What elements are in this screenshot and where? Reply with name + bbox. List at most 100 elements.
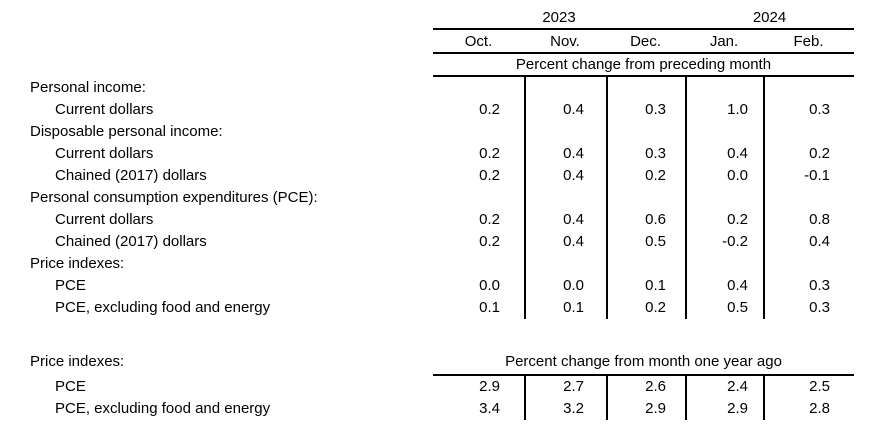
data-cell: 0.2 (763, 143, 854, 165)
row-label: Price indexes: (30, 255, 125, 272)
data-cell: 0.1 (524, 297, 606, 319)
data-cell (433, 77, 524, 99)
table-row: PCE 2.9 2.7 2.6 2.4 2.5 (0, 376, 892, 398)
section-gap (0, 319, 892, 349)
month-header-row: Oct. Nov. Dec. Jan. Feb. (0, 30, 892, 54)
table-row: Price indexes: (0, 253, 892, 275)
data-cell: 0.2 (685, 209, 763, 231)
data-cell (433, 121, 524, 143)
data-cell: 0.3 (763, 99, 854, 121)
data-cell: 3.2 (524, 398, 606, 420)
table-row: Personal consumption expenditures (PCE): (0, 187, 892, 209)
row-label: Current dollars (55, 211, 154, 228)
data-cell: 0.3 (606, 143, 685, 165)
data-cell: 2.6 (606, 376, 685, 398)
row-label: PCE (55, 277, 86, 294)
data-cell (524, 77, 606, 99)
row-label: Price indexes: (30, 353, 125, 370)
row-label: PCE (55, 378, 86, 395)
row-label: Personal income: (30, 79, 146, 96)
data-cell: 0.6 (606, 209, 685, 231)
table-row: Current dollars 0.2 0.4 0.3 0.4 0.2 (0, 143, 892, 165)
data-cell: 0.2 (479, 233, 500, 250)
section2-unit-banner: Percent change from month one year ago (433, 349, 854, 376)
data-cell: 2.5 (763, 376, 854, 398)
data-cell: 0.1 (606, 275, 685, 297)
data-cell: 0.2 (479, 145, 500, 162)
data-cell (763, 253, 854, 275)
year-2023-label: 2023 (542, 8, 576, 26)
section1-banner-row: Percent change from preceding month (0, 54, 892, 77)
data-cell (524, 187, 606, 209)
data-cell: 2.7 (524, 376, 606, 398)
month-col-header: Dec. (630, 32, 661, 50)
row-label: PCE, excluding food and energy (55, 400, 271, 417)
data-cell: 0.4 (763, 231, 854, 253)
data-cell: 0.2 (479, 211, 500, 228)
year-header-area: 2023 2024 (433, 6, 854, 30)
data-cell (606, 121, 685, 143)
table-row: PCE 0.0 0.0 0.1 0.4 0.3 (0, 275, 892, 297)
month-col-header: Jan. (709, 32, 739, 50)
data-cell: 0.4 (685, 143, 763, 165)
data-cell: 0.3 (763, 275, 854, 297)
data-cell: 0.3 (606, 99, 685, 121)
row-label: Disposable personal income: (30, 123, 223, 140)
data-cell: 0.5 (685, 297, 763, 319)
data-cell (763, 121, 854, 143)
year-2024-label: 2024 (752, 8, 787, 26)
data-cell (524, 253, 606, 275)
data-cell (763, 77, 854, 99)
data-cell: 0.4 (524, 231, 606, 253)
data-cell: 0.2 (479, 101, 500, 118)
data-cell: 2.9 (606, 398, 685, 420)
table-row: Personal income: (0, 77, 892, 99)
month-col-header: Nov. (550, 32, 580, 50)
data-cell: 2.4 (685, 376, 763, 398)
data-cell: 0.5 (606, 231, 685, 253)
row-label: Chained (2017) dollars (55, 167, 207, 184)
data-cell (433, 187, 524, 209)
data-cell (685, 121, 763, 143)
data-cell: 0.4 (524, 209, 606, 231)
row-label: Current dollars (55, 101, 154, 118)
data-cell: 2.9 (479, 378, 500, 395)
data-cell: 2.9 (685, 398, 763, 420)
data-cell: 0.0 (524, 275, 606, 297)
data-cell (606, 187, 685, 209)
table-row: Chained (2017) dollars 0.2 0.4 0.5 -0.2 … (0, 231, 892, 253)
month-col-header: Feb. (793, 32, 824, 50)
label-column-spacer (0, 30, 433, 54)
data-cell (606, 253, 685, 275)
row-label: Current dollars (55, 145, 154, 162)
table-row: Disposable personal income: (0, 121, 892, 143)
month-col-header: Oct. (464, 32, 493, 50)
data-cell: 0.4 (524, 143, 606, 165)
data-cell: 0.0 (685, 165, 763, 187)
row-label: Personal consumption expenditures (PCE): (30, 189, 318, 206)
year-header-row: 2023 2024 (0, 6, 892, 30)
data-cell (433, 253, 524, 275)
row-label: Chained (2017) dollars (55, 233, 207, 250)
table-row: Chained (2017) dollars 0.2 0.4 0.2 0.0 -… (0, 165, 892, 187)
data-cell: 0.4 (524, 99, 606, 121)
data-cell: 0.2 (606, 165, 685, 187)
data-cell: 2.8 (763, 398, 854, 420)
section2-banner-row: Price indexes: Percent change from month… (0, 349, 892, 376)
data-cell: 0.4 (524, 165, 606, 187)
data-cell: 3.4 (479, 400, 500, 417)
data-cell: 0.1 (479, 299, 500, 316)
data-cell (524, 121, 606, 143)
table-row: PCE, excluding food and energy 0.1 0.1 0… (0, 297, 892, 319)
data-cell (685, 253, 763, 275)
label-column-spacer (0, 54, 433, 77)
month-header-area: Oct. Nov. Dec. Jan. Feb. (433, 30, 854, 54)
data-cell (606, 77, 685, 99)
label-column-spacer (0, 6, 433, 30)
data-cell (685, 187, 763, 209)
table-row: Current dollars 0.2 0.4 0.3 1.0 0.3 (0, 99, 892, 121)
table-row: Current dollars 0.2 0.4 0.6 0.2 0.8 (0, 209, 892, 231)
data-cell: 0.3 (763, 297, 854, 319)
data-cell: 0.0 (479, 277, 500, 294)
